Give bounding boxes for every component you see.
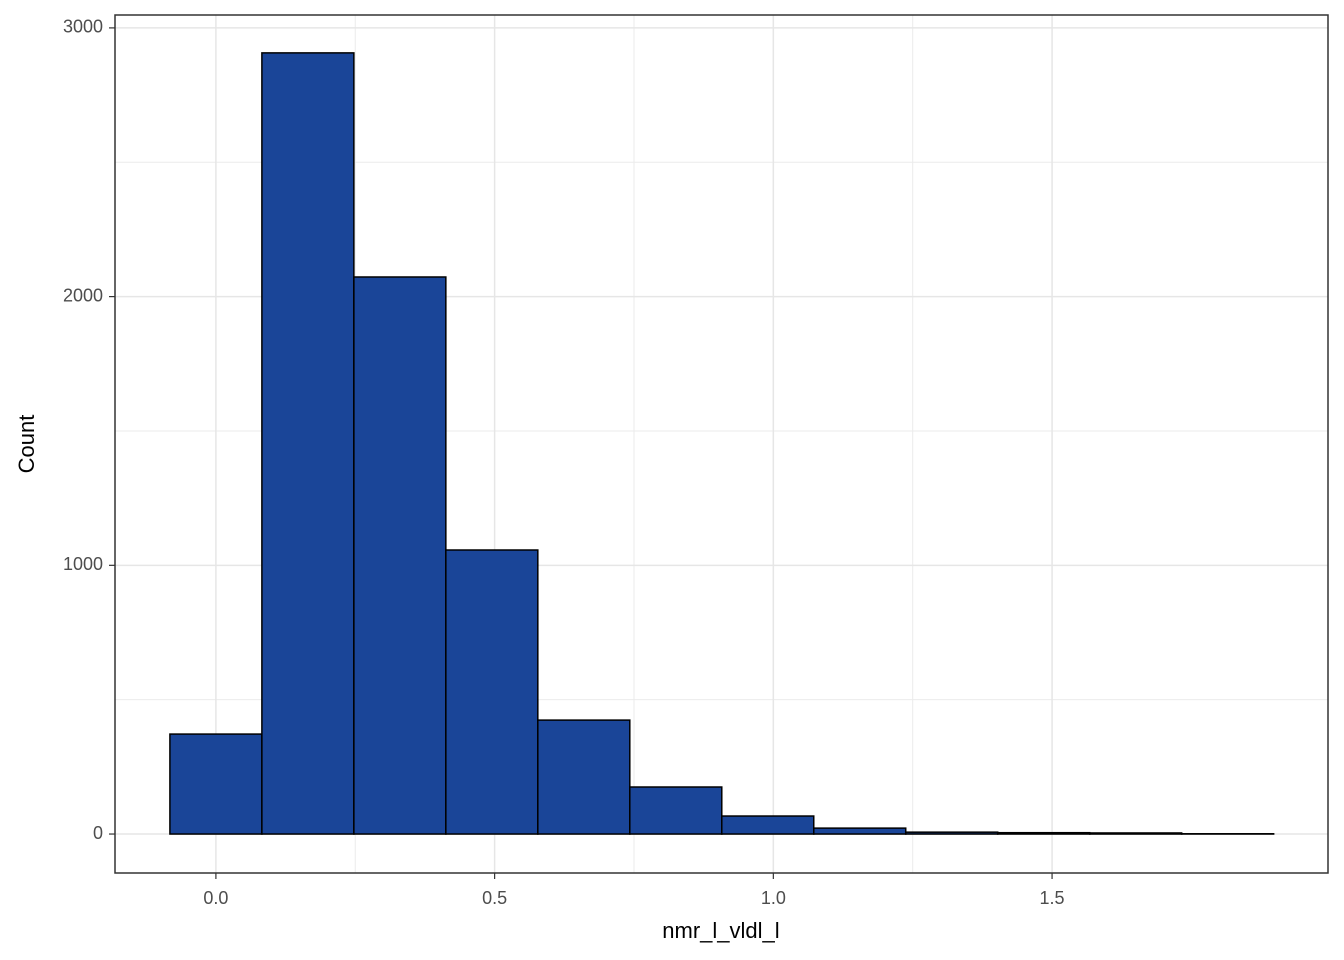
- x-tick-label: 0.5: [482, 888, 507, 908]
- histogram-bar: [629, 786, 723, 835]
- plot-border: [114, 14, 1329, 874]
- histogram-bar: [445, 549, 539, 835]
- histogram-bar: [353, 276, 447, 835]
- y-tick-label: 3000: [63, 17, 103, 37]
- x-tick-label: 1.0: [761, 888, 786, 908]
- histogram-bar: [721, 815, 815, 835]
- histogram-bar: [904, 831, 999, 835]
- y-tick-label: 2000: [63, 285, 103, 305]
- histogram-bar: [169, 733, 263, 835]
- y-axis-title: Count: [14, 415, 39, 474]
- x-tick-label: 0.0: [203, 888, 228, 908]
- x-tick-label: 1.5: [1040, 888, 1065, 908]
- x-axis-title: nmr_l_vldl_l: [662, 918, 779, 943]
- histogram-bar: [1088, 832, 1183, 835]
- histogram-bar: [537, 719, 631, 835]
- histogram-bar: [813, 827, 907, 835]
- y-tick-label: 1000: [63, 554, 103, 574]
- histogram-bar: [996, 831, 1091, 835]
- histogram-bar: [261, 52, 355, 835]
- y-tick-label: 0: [93, 823, 103, 843]
